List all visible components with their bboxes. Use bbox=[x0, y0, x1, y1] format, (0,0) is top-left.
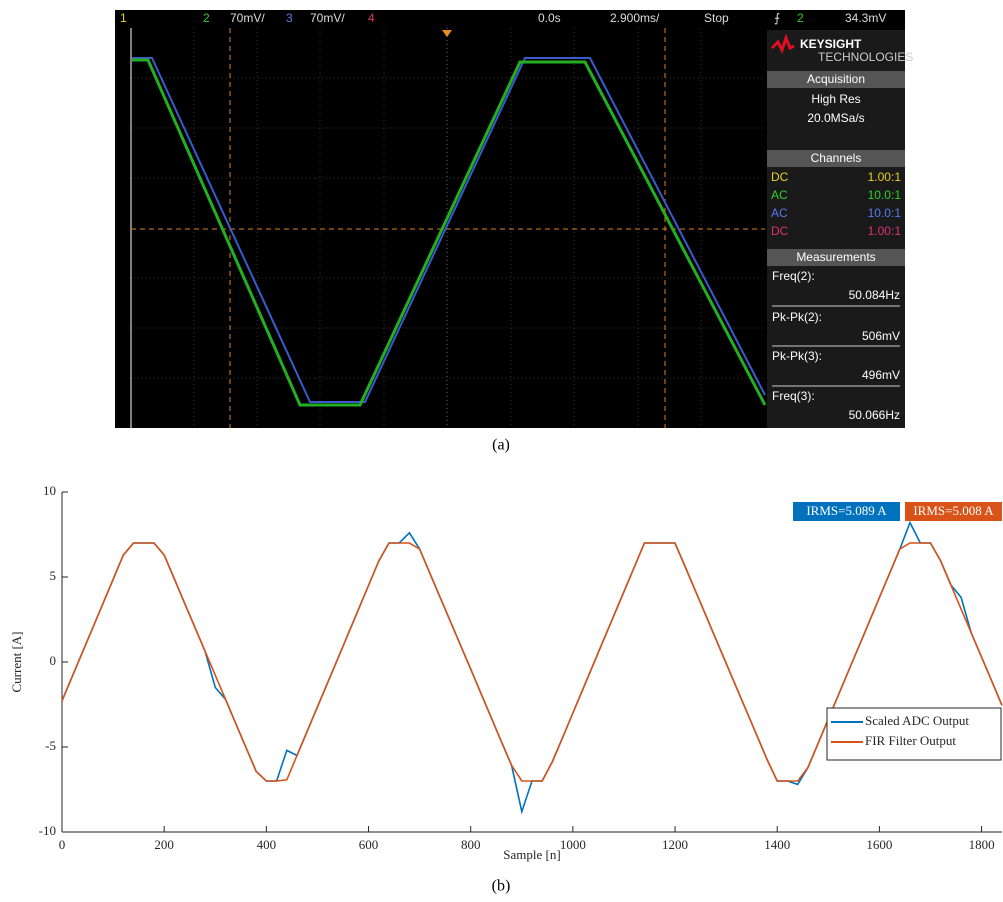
measurement-value: 50.066Hz bbox=[849, 408, 900, 422]
x-axis-label: Sample [n] bbox=[503, 847, 560, 862]
x-tick-label: 1000 bbox=[560, 837, 586, 852]
ch2-scale: 70mV/ bbox=[230, 11, 265, 25]
x-tick-label: 1800 bbox=[969, 837, 995, 852]
legend-label: Scaled ADC Output bbox=[865, 713, 969, 728]
measurement-value: 50.084Hz bbox=[849, 288, 900, 302]
ch3-scale: 70mV/ bbox=[310, 11, 345, 25]
y-tick-label: -5 bbox=[45, 738, 56, 753]
probe-ratio: 1.00:1 bbox=[868, 170, 902, 184]
coupling: DC bbox=[771, 224, 789, 238]
y-tick-label: 10 bbox=[43, 483, 56, 498]
figure: 1 2 70mV/ 3 70mV/ 4 0.0s 2.900ms/ Stop ⨍… bbox=[0, 0, 1003, 902]
caption: (a) bbox=[492, 437, 510, 454]
section-title: Measurements bbox=[796, 250, 875, 264]
x-tick-label: 400 bbox=[257, 837, 277, 852]
trigger-slope: ⨍ bbox=[774, 11, 780, 25]
y-tick-label: 5 bbox=[50, 568, 57, 583]
y-tick-label: -10 bbox=[39, 823, 56, 838]
ch3-label: 3 bbox=[286, 11, 293, 25]
acq-rate: 20.0MSa/s bbox=[807, 111, 864, 125]
trigger-channel: 2 bbox=[797, 11, 804, 25]
annotation: IRMS=5.008 A bbox=[913, 503, 994, 518]
caption: (b) bbox=[492, 878, 511, 895]
trigger-level: 34.3mV bbox=[845, 11, 886, 25]
measurement-label: Freq(3): bbox=[772, 389, 815, 403]
oscilloscope-screen: 1 2 70mV/ 3 70mV/ 4 0.0s 2.900ms/ Stop ⨍… bbox=[115, 10, 913, 428]
x-tick-label: 1600 bbox=[866, 837, 892, 852]
annotation: IRMS=5.089 A bbox=[806, 503, 887, 518]
x-tick-label: 0 bbox=[59, 837, 66, 852]
coupling: AC bbox=[771, 206, 788, 220]
timebase: 2.900ms/ bbox=[610, 11, 660, 25]
x-tick-label: 800 bbox=[461, 837, 481, 852]
legend-label: FIR Filter Output bbox=[865, 733, 956, 748]
x-tick-label: 600 bbox=[359, 837, 379, 852]
x-tick-label: 200 bbox=[154, 837, 174, 852]
delay: 0.0s bbox=[538, 11, 561, 25]
coupling: AC bbox=[771, 188, 788, 202]
ch1-label: 1 bbox=[120, 11, 127, 25]
measurement-label: Pk-Pk(3): bbox=[772, 349, 822, 363]
measurement-value: 506mV bbox=[862, 329, 900, 343]
acq-mode: High Res bbox=[811, 92, 860, 106]
y-tick-label: 0 bbox=[50, 653, 57, 668]
ch2-label: 2 bbox=[203, 11, 210, 25]
brand: KEYSIGHT bbox=[800, 37, 862, 51]
series-line bbox=[62, 523, 1002, 812]
probe-ratio: 10.0:1 bbox=[868, 206, 902, 220]
section-title: Channels bbox=[811, 151, 862, 165]
section-title: Acquisition bbox=[807, 72, 865, 86]
measurement-label: Freq(2): bbox=[772, 269, 815, 283]
probe-ratio: 10.0:1 bbox=[868, 188, 902, 202]
y-axis-label: Current [A] bbox=[9, 631, 24, 692]
x-tick-label: 1200 bbox=[662, 837, 688, 852]
x-tick-label: 1400 bbox=[764, 837, 790, 852]
measurement-label: Pk-Pk(2): bbox=[772, 310, 822, 324]
brand-sub: TECHNOLOGIES bbox=[818, 50, 913, 64]
coupling: DC bbox=[771, 170, 789, 184]
chart: -10 -5 0 5 10 0 200 400 600 800 1000 1200 1400 1600 18… bbox=[9, 483, 1002, 862]
probe-ratio: 1.00:1 bbox=[868, 224, 902, 238]
run-status: Stop bbox=[704, 11, 729, 25]
ch4-label: 4 bbox=[368, 11, 375, 25]
measurement-value: 496mV bbox=[862, 368, 900, 382]
